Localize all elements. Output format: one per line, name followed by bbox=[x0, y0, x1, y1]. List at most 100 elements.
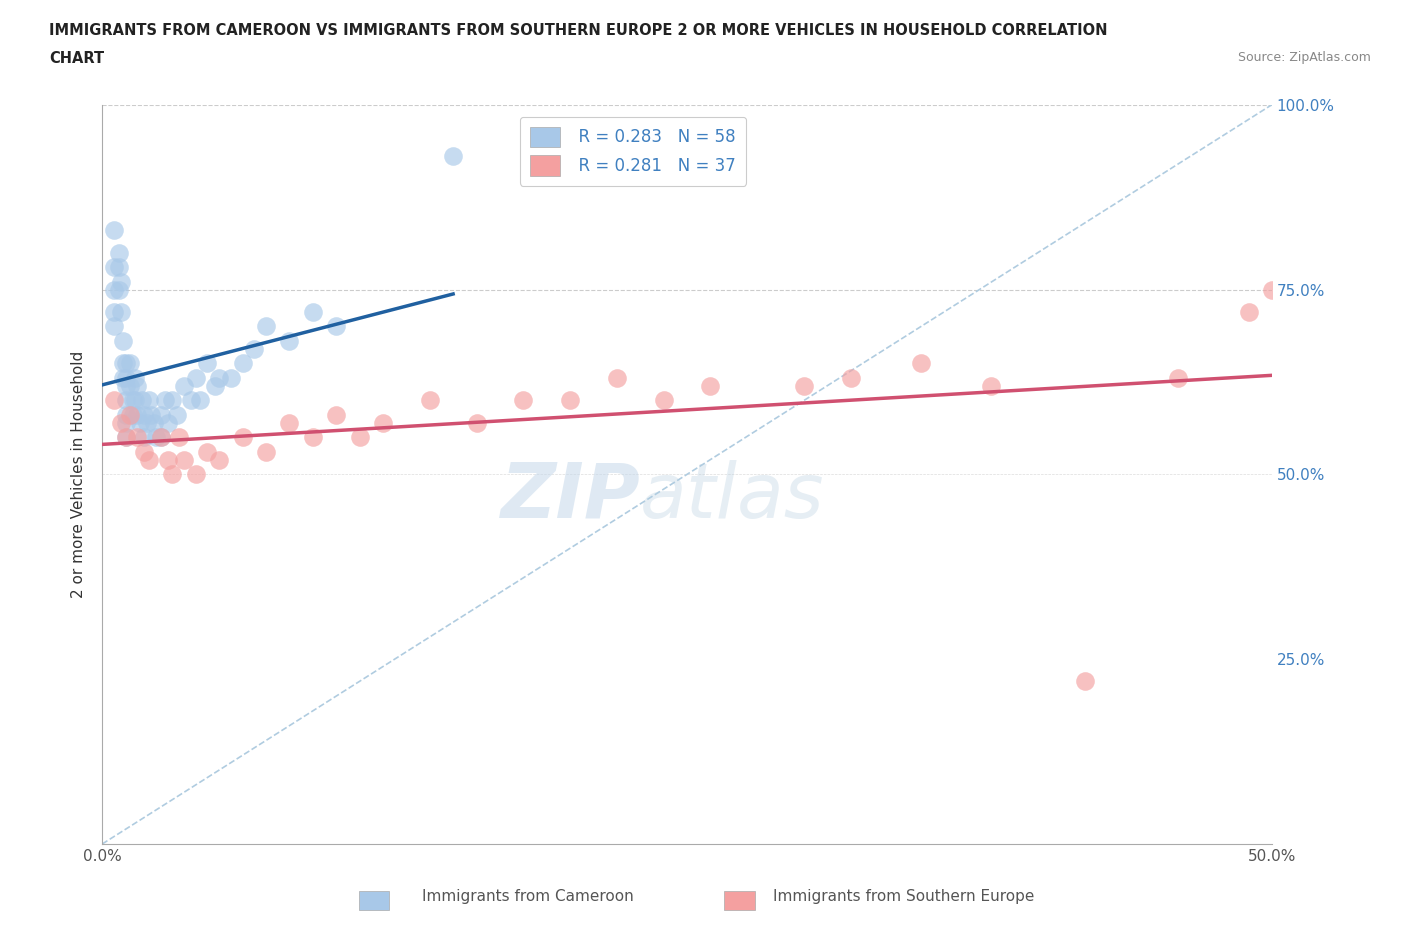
Point bbox=[141, 407, 163, 422]
Point bbox=[232, 356, 254, 371]
Point bbox=[156, 452, 179, 467]
Point bbox=[110, 415, 132, 430]
Point bbox=[131, 393, 153, 408]
Point bbox=[138, 393, 160, 408]
Point bbox=[254, 445, 277, 459]
Point bbox=[114, 415, 136, 430]
Point bbox=[1237, 304, 1260, 319]
Point bbox=[232, 430, 254, 445]
Text: Immigrants from Cameroon: Immigrants from Cameroon bbox=[422, 889, 634, 904]
Text: IMMIGRANTS FROM CAMEROON VS IMMIGRANTS FROM SOUTHERN EUROPE 2 OR MORE VEHICLES I: IMMIGRANTS FROM CAMEROON VS IMMIGRANTS F… bbox=[49, 23, 1108, 38]
Text: Source: ZipAtlas.com: Source: ZipAtlas.com bbox=[1237, 51, 1371, 64]
Point bbox=[124, 393, 146, 408]
Point bbox=[135, 415, 157, 430]
Point bbox=[107, 246, 129, 260]
Point bbox=[169, 430, 191, 445]
Point bbox=[121, 407, 143, 422]
Point bbox=[419, 393, 441, 408]
Point bbox=[110, 274, 132, 289]
Point bbox=[103, 304, 125, 319]
Point bbox=[254, 319, 277, 334]
Point bbox=[278, 334, 301, 349]
Point bbox=[839, 371, 862, 386]
Point bbox=[142, 415, 165, 430]
Point bbox=[120, 407, 142, 422]
Text: atlas: atlas bbox=[640, 459, 825, 534]
Point bbox=[112, 334, 135, 349]
Text: CHART: CHART bbox=[49, 51, 104, 66]
Point bbox=[301, 430, 323, 445]
Point bbox=[652, 393, 675, 408]
Point bbox=[1167, 371, 1189, 386]
Point bbox=[145, 430, 167, 445]
Point bbox=[134, 430, 156, 445]
Point bbox=[120, 356, 142, 371]
Point bbox=[114, 430, 136, 445]
Point bbox=[162, 393, 184, 408]
Point bbox=[149, 407, 172, 422]
Point bbox=[149, 430, 172, 445]
Point bbox=[103, 223, 125, 238]
Point bbox=[1074, 674, 1097, 689]
Point bbox=[197, 445, 219, 459]
Point bbox=[325, 319, 347, 334]
Point bbox=[110, 304, 132, 319]
Point bbox=[349, 430, 371, 445]
Point bbox=[180, 393, 202, 408]
Point bbox=[138, 452, 160, 467]
Point bbox=[114, 430, 136, 445]
Point bbox=[103, 393, 125, 408]
Point bbox=[606, 371, 628, 386]
Point bbox=[149, 430, 172, 445]
Point bbox=[121, 393, 143, 408]
Point bbox=[197, 356, 219, 371]
Legend:   R = 0.283   N = 58,   R = 0.281   N = 37: R = 0.283 N = 58, R = 0.281 N = 37 bbox=[520, 117, 747, 186]
Point bbox=[173, 379, 195, 393]
Point bbox=[465, 415, 488, 430]
Point bbox=[134, 407, 156, 422]
Point bbox=[112, 356, 135, 371]
Point bbox=[301, 304, 323, 319]
Text: Immigrants from Southern Europe: Immigrants from Southern Europe bbox=[773, 889, 1035, 904]
Point bbox=[208, 452, 231, 467]
Point bbox=[156, 415, 179, 430]
Point bbox=[112, 371, 135, 386]
Point bbox=[441, 149, 464, 164]
Point bbox=[204, 379, 226, 393]
Point bbox=[512, 393, 534, 408]
Point bbox=[166, 407, 188, 422]
Point bbox=[162, 467, 184, 482]
Point bbox=[114, 371, 136, 386]
Point bbox=[173, 452, 195, 467]
Point bbox=[184, 371, 207, 386]
Point bbox=[127, 430, 149, 445]
Point bbox=[184, 467, 207, 482]
Point bbox=[208, 371, 231, 386]
Point bbox=[103, 319, 125, 334]
Point bbox=[107, 282, 129, 297]
Point bbox=[1261, 282, 1284, 297]
Point bbox=[127, 407, 149, 422]
Point bbox=[120, 379, 142, 393]
Point bbox=[558, 393, 581, 408]
Point bbox=[114, 393, 136, 408]
Point bbox=[910, 356, 932, 371]
Point bbox=[155, 393, 177, 408]
Point bbox=[127, 379, 149, 393]
Point bbox=[114, 379, 136, 393]
Point bbox=[114, 407, 136, 422]
Y-axis label: 2 or more Vehicles in Household: 2 or more Vehicles in Household bbox=[72, 351, 86, 598]
Point bbox=[325, 407, 347, 422]
Point bbox=[107, 259, 129, 274]
Point bbox=[699, 379, 721, 393]
Point bbox=[114, 356, 136, 371]
Point bbox=[371, 415, 394, 430]
Point bbox=[219, 371, 242, 386]
Point bbox=[124, 371, 146, 386]
Point bbox=[128, 415, 150, 430]
Point bbox=[243, 341, 266, 356]
Point bbox=[190, 393, 212, 408]
Text: ZIP: ZIP bbox=[501, 459, 640, 534]
Point bbox=[134, 445, 156, 459]
Point bbox=[793, 379, 815, 393]
